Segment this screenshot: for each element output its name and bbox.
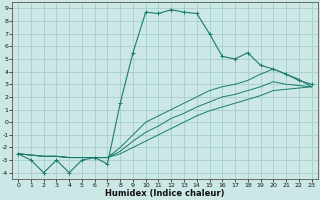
X-axis label: Humidex (Indice chaleur): Humidex (Indice chaleur) <box>105 189 225 198</box>
